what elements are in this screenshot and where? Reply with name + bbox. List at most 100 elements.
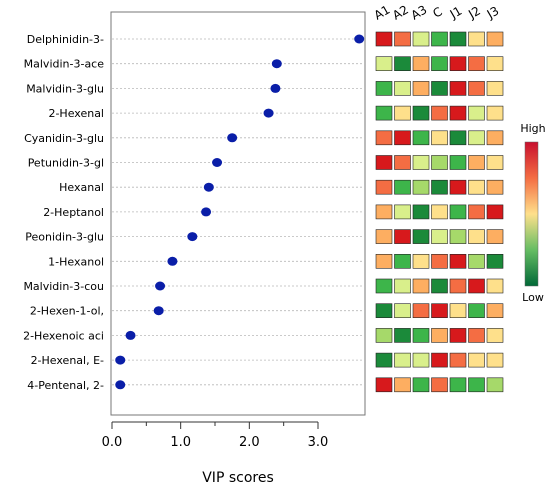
data-point [125,330,136,340]
heatmap-cell [412,105,430,121]
heatmap-cell [412,56,430,72]
heatmap-cell [449,204,467,220]
heatmap-cell [412,352,430,368]
heatmap-cell [412,254,430,269]
heatmap-cell [394,204,411,220]
heatmap-cell [375,303,393,319]
compound-label: Malvidin-3-ace [24,58,105,71]
heatmap-cell [449,31,467,47]
heatmap-cell [375,352,393,368]
color-legend-bar [524,141,539,287]
heatmap-cell [394,155,411,170]
heatmap-cell [375,278,393,294]
heatmap-cell [486,105,504,121]
heatmap-cell [375,254,393,269]
heatmap-cell [412,204,430,220]
heatmap-column-label: C [430,4,444,20]
x-tick-label: 1.0 [170,435,191,450]
data-point [187,232,198,242]
heatmap-cell [486,328,504,343]
heatmap-cell [449,179,467,195]
compound-label: 2-Hexenoic aci [23,329,104,342]
heatmap-cell [486,278,504,294]
heatmap-cell [468,303,485,319]
heatmap-cell [431,204,448,220]
heatmap-cell [394,328,411,343]
grid-lines [112,38,364,386]
heatmap-cell [412,278,430,294]
heatmap-cell [486,254,504,269]
heatmap-cell [468,130,485,146]
heatmap-cell [412,179,430,195]
heatmap-column-label: A3 [409,3,430,23]
heatmap-cell [486,81,504,96]
heatmap-cell [486,155,504,170]
heatmap-cell [412,303,430,319]
heatmap-cell [468,179,485,195]
data-point [167,256,178,266]
heatmap-cell [468,105,485,121]
heatmap-cell [486,31,504,47]
heatmap-cell [449,155,467,170]
heatmap-cell [375,81,393,96]
heatmap-cell [394,352,411,368]
data-point [203,182,214,192]
heatmap-cell [449,130,467,146]
compound-label: Delphinidin-3- [27,33,104,46]
heatmap-cell [394,179,411,195]
data-point [201,207,212,217]
heatmap-cell [394,278,411,294]
heatmap-cell [394,303,411,319]
heatmap-cell [412,328,430,343]
x-tick-label: 2.0 [239,435,260,450]
heatmap-cell [375,56,393,72]
heatmap-cell [449,352,467,368]
heatmap-cell [486,377,504,393]
heatmap-cell [468,278,485,294]
heatmap-cell [375,130,393,146]
heatmap-cell [431,278,448,294]
heatmap-cell [394,229,411,244]
heatmap-cell [431,56,448,72]
heatmap-cell [375,328,393,343]
data-point [263,108,274,118]
x-axis-title: VIP scores [202,470,274,486]
data-point [155,281,166,291]
data-point [115,380,126,390]
data-point [270,83,281,93]
heatmap-cell [486,179,504,195]
compound-label: 4-Pentenal, 2- [27,379,104,392]
compound-label: 2-Heptanol [43,206,104,219]
heatmap-cell [468,229,485,244]
legend-low-label: Low [522,291,544,304]
compound-label: Petunidin-3-gl [28,157,104,170]
heatmap-cell [375,179,393,195]
heatmap-cell [375,377,393,393]
x-axis: 0.0 1.0 2.0 3.0 [102,421,328,450]
heatmap-cell [394,377,411,393]
heatmap-cell [412,81,430,96]
data-point [227,133,238,143]
heatmap-cell [431,81,448,96]
heatmap-cell [412,229,430,244]
heatmap-cell [375,204,393,220]
heatmap-cell [412,130,430,146]
heatmap-cell [394,31,411,47]
heatmap-cell [449,278,467,294]
heatmap-cell [449,229,467,244]
heatmap-cell [468,254,485,269]
heatmap-column-label: A2 [390,3,411,23]
heatmap-column-label: A1 [372,3,393,23]
heatmap-cell [449,81,467,96]
heatmap-cell [375,31,393,47]
heatmap-cell [431,254,448,269]
heatmap [375,31,504,393]
heatmap-cell [431,352,448,368]
heatmap-cell [468,377,485,393]
heatmap-cell [486,352,504,368]
heatmap-cell [468,31,485,47]
heatmap-cell [431,377,448,393]
heatmap-column-label: J2 [465,4,483,22]
heatmap-cell [412,31,430,47]
